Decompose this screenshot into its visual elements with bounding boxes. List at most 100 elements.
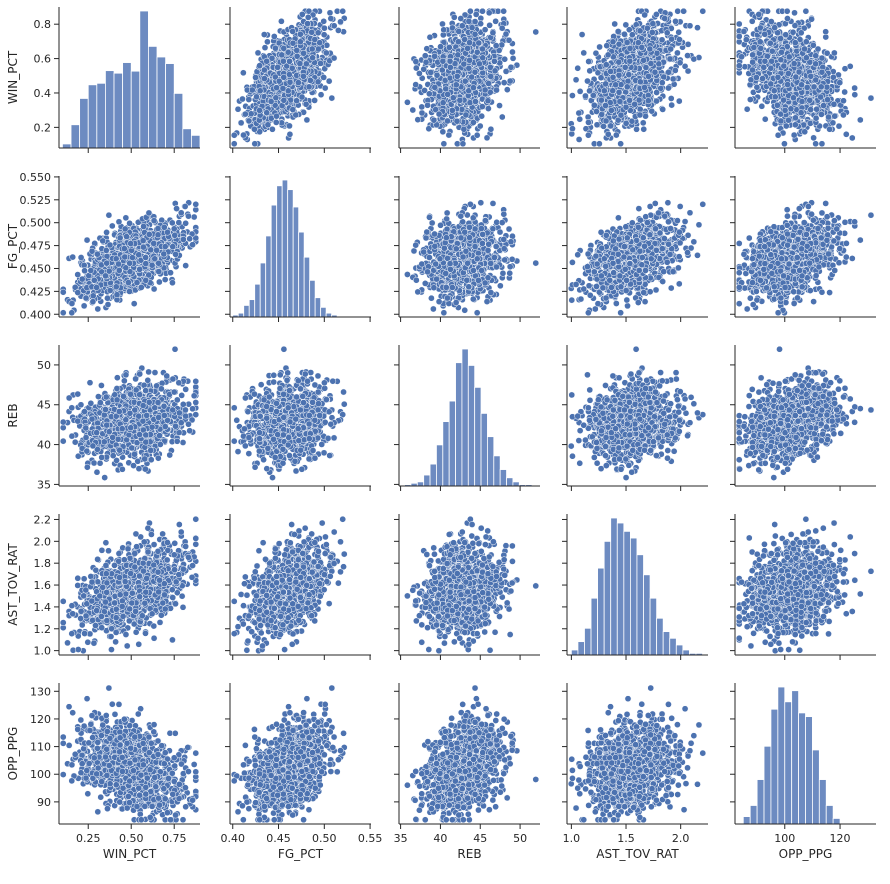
scatter-point: [772, 94, 778, 100]
scatter-point: [268, 98, 274, 104]
scatter-point: [784, 8, 790, 14]
scatter-point: [508, 64, 514, 70]
scatter-point: [672, 18, 678, 24]
scatter-point: [479, 8, 485, 14]
scatter-point: [790, 29, 796, 35]
scatter-point: [440, 58, 446, 64]
scatter-point: [677, 60, 683, 66]
scatter-point: [608, 68, 614, 74]
scatter-point: [295, 80, 301, 86]
scatter-point: [447, 58, 453, 64]
scatter-point: [818, 94, 824, 100]
scatter-point: [645, 98, 651, 104]
scatter-point: [753, 74, 759, 80]
scatter-point: [410, 107, 416, 113]
scatter-point: [750, 52, 756, 58]
scatter-point: [826, 126, 832, 132]
scatter-point: [479, 46, 485, 52]
scatter-point: [261, 31, 267, 37]
scatter-point: [819, 69, 825, 75]
scatter-point: [269, 126, 275, 132]
scatter-point: [736, 63, 742, 69]
scatter-point: [803, 39, 809, 45]
scatter-point: [842, 89, 848, 95]
scatter-point: [472, 18, 478, 24]
scatter-point: [318, 92, 324, 98]
scatter-point: [461, 61, 467, 67]
scatter-point: [593, 50, 599, 56]
scatter-point: [466, 18, 472, 24]
scatter-point: [456, 28, 462, 34]
scatter-point: [493, 18, 499, 24]
scatter-point: [803, 55, 809, 61]
scatter-point: [602, 102, 608, 108]
scatter-point: [791, 10, 797, 16]
scatter-point: [261, 75, 267, 81]
scatter-point: [641, 126, 647, 132]
scatter-point: [742, 64, 748, 70]
scatter-point: [642, 113, 648, 119]
scatter-point: [575, 65, 581, 71]
scatter-point: [594, 122, 600, 128]
scatter-point: [813, 61, 819, 67]
scatter-point: [660, 106, 666, 112]
hist-bar: [80, 98, 89, 148]
scatter-point: [486, 10, 492, 16]
scatter-point: [772, 25, 778, 31]
scatter-point: [423, 59, 429, 65]
scatter-point: [627, 97, 633, 103]
scatter-point: [762, 31, 768, 37]
scatter-point: [668, 95, 674, 101]
scatter-point: [463, 112, 469, 118]
scatter-point: [582, 93, 588, 99]
scatter-point: [691, 56, 697, 62]
scatter-point: [510, 55, 516, 61]
scatter-point: [769, 48, 775, 54]
scatter-point: [656, 61, 662, 67]
scatter-point: [664, 30, 670, 36]
scatter-point: [618, 141, 624, 147]
scatter-point: [615, 28, 621, 34]
scatter-point: [792, 115, 798, 121]
scatter-point: [455, 39, 461, 45]
scatter-point: [256, 107, 262, 113]
scatter-point: [629, 32, 635, 38]
scatter-point: [586, 58, 592, 64]
scatter-point: [466, 65, 472, 71]
scatter-point: [271, 33, 277, 39]
scatter-point: [492, 68, 498, 74]
scatter-point: [618, 112, 624, 118]
scatter-point: [446, 44, 452, 50]
scatter-point: [297, 31, 303, 37]
scatter-point: [675, 8, 681, 14]
scatter-point: [569, 92, 575, 98]
scatter-point: [820, 102, 826, 108]
scatter-point: [807, 97, 813, 103]
panel-fg_pct-vs-win_pct: [54, 176, 200, 322]
scatter-point: [674, 50, 680, 56]
scatter-point: [321, 25, 327, 31]
scatter-point: [577, 116, 583, 122]
scatter-point: [736, 33, 742, 39]
scatter-point: [484, 135, 490, 141]
scatter-point: [659, 80, 665, 86]
scatter-point: [281, 45, 287, 51]
scatter-point: [791, 60, 797, 66]
scatter-point: [466, 57, 472, 63]
scatter-point: [440, 100, 446, 106]
scatter-point: [687, 23, 693, 29]
scatter-point: [808, 73, 814, 79]
scatter-point: [665, 85, 671, 91]
scatter-point: [326, 78, 332, 84]
scatter-point: [305, 14, 311, 20]
scatter-point: [287, 79, 293, 85]
scatter-point: [610, 88, 616, 94]
scatter-point: [808, 16, 814, 22]
scatter-point: [257, 88, 263, 94]
scatter-point: [289, 65, 295, 71]
hist-bar: [97, 83, 106, 148]
scatter-point: [503, 68, 509, 74]
scatter-point: [799, 98, 805, 104]
scatter-point: [309, 55, 315, 61]
scatter-point: [751, 44, 757, 50]
